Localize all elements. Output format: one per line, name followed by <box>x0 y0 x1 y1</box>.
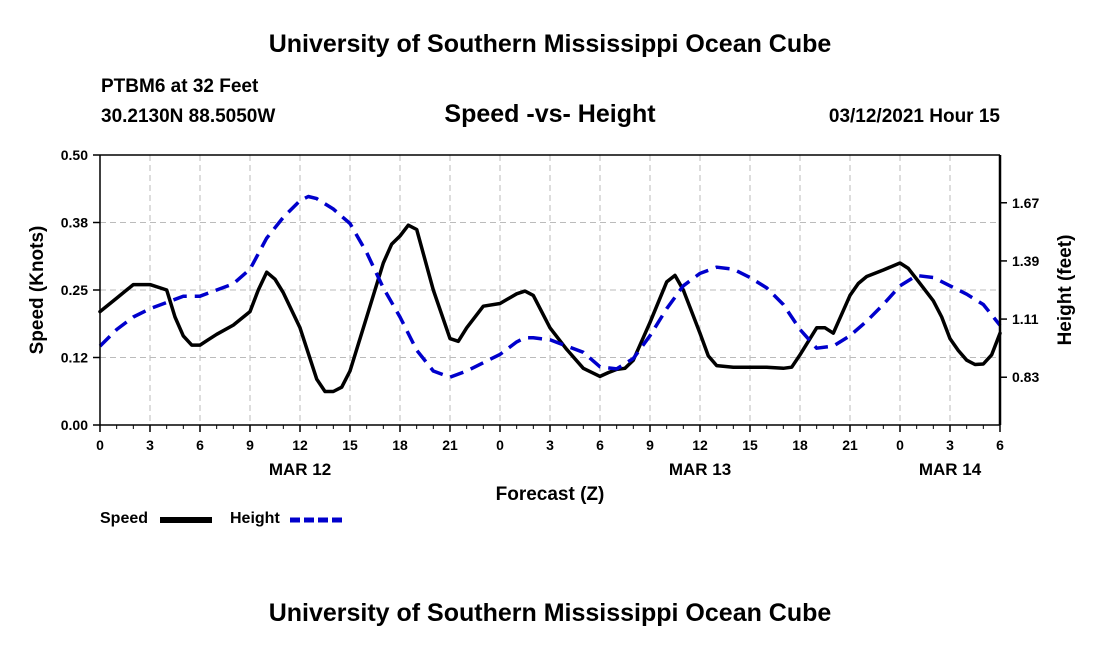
y-tick-label: 0.38 <box>61 215 88 231</box>
x-tick-label: 12 <box>292 437 308 453</box>
legend-speed-label: Speed <box>100 510 149 527</box>
date-label: MAR 13 <box>669 460 731 479</box>
coordinates-label: 30.2130N 88.5050W <box>101 106 276 127</box>
x-tick-label: 9 <box>246 437 254 453</box>
chart-title: Speed -vs- Height <box>444 100 656 128</box>
y-axis-title: Speed (Knots) <box>27 226 48 355</box>
x-tick-label: 3 <box>546 437 554 453</box>
x-tick-label: 12 <box>692 437 708 453</box>
y-tick-label: 0.50 <box>61 147 88 163</box>
station-label: PTBM6 at 32 Feet <box>101 76 259 97</box>
speed-series-line <box>98 223 1002 394</box>
y2-tick-label: 0.83 <box>1012 369 1039 385</box>
x-tick-label: 21 <box>442 437 458 453</box>
footer-title: University of Southern Mississippi Ocean… <box>268 599 832 627</box>
page-title: University of Southern Mississippi Ocean… <box>268 30 832 58</box>
y-tick-label: 0.00 <box>61 417 88 433</box>
x-tick-label: 9 <box>646 437 654 453</box>
x-axis-title: Forecast (Z) <box>496 484 605 505</box>
legend-height-label: Height <box>230 510 280 527</box>
forecast-date: 03/12/2021 Hour 15 <box>828 106 1000 127</box>
x-tick-label: 6 <box>596 437 604 453</box>
y2-tick-label: 1.11 <box>1012 311 1039 327</box>
x-tick-label: 0 <box>896 437 904 453</box>
x-tick-label: 3 <box>946 437 954 453</box>
date-label: MAR 12 <box>269 460 331 479</box>
x-tick-label: 21 <box>842 437 858 453</box>
y-tick-label: 0.25 <box>61 282 88 298</box>
y-tick-label: 0.12 <box>61 350 88 366</box>
x-tick-label: 6 <box>196 437 204 453</box>
x-tick-label: 0 <box>496 437 504 453</box>
x-tick-label: 15 <box>342 437 358 453</box>
x-tick-label: 3 <box>146 437 154 453</box>
y2-tick-label: 1.39 <box>1012 253 1039 269</box>
height-series-line <box>98 194 1002 379</box>
x-tick-label: 18 <box>392 437 408 453</box>
y2-axis-title: Height (feet) <box>1055 235 1076 346</box>
date-label: MAR 14 <box>919 460 982 479</box>
y2-tick-label: 1.67 <box>1012 195 1039 211</box>
x-tick-label: 18 <box>792 437 808 453</box>
x-tick-label: 15 <box>742 437 758 453</box>
x-tick-label: 0 <box>96 437 104 453</box>
x-tick-label: 6 <box>996 437 1004 453</box>
